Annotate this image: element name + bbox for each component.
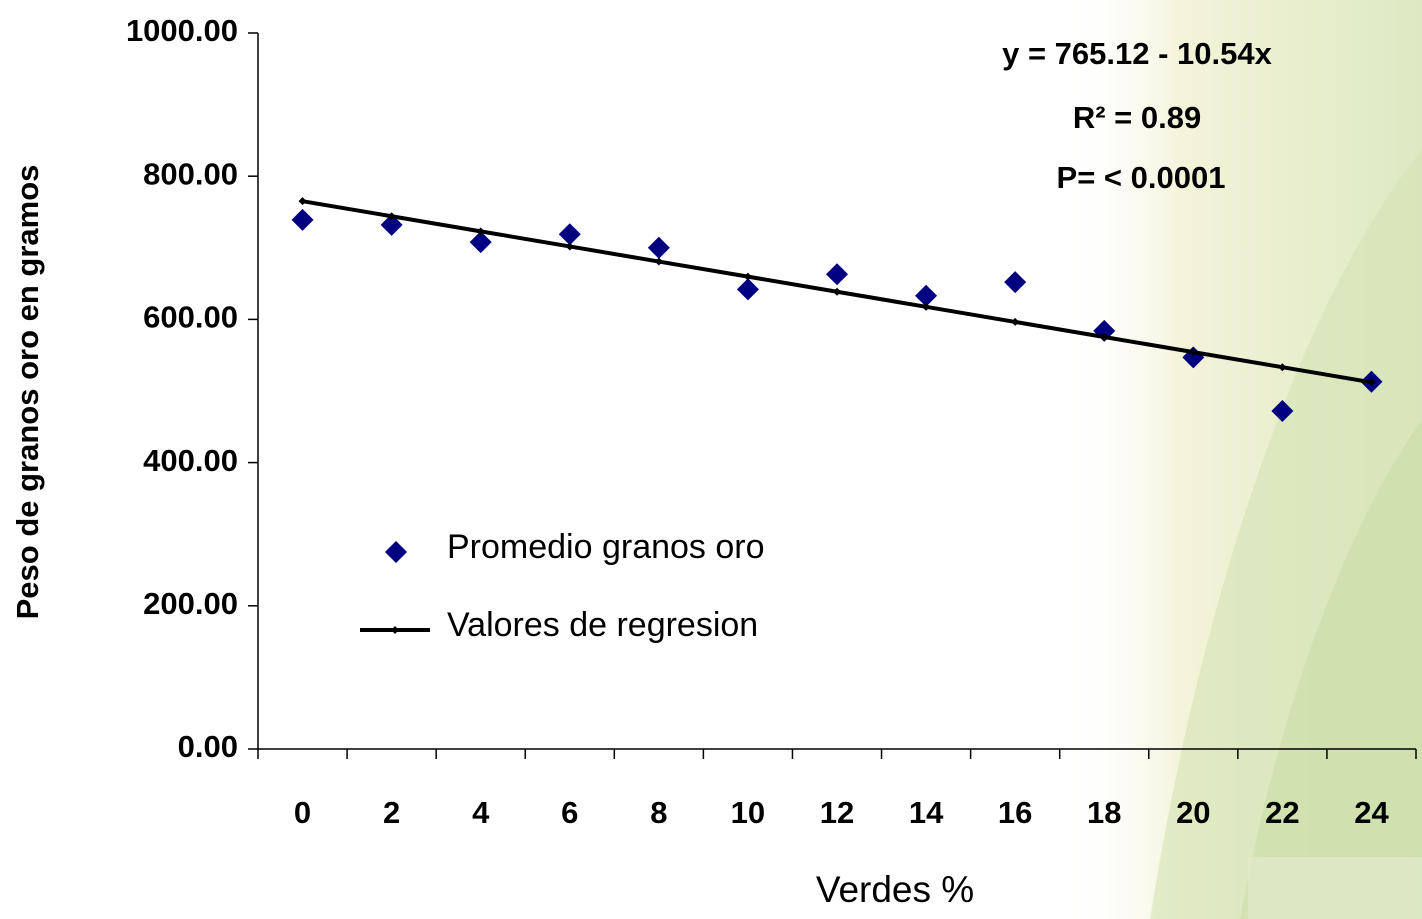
line-marker	[1278, 363, 1287, 372]
point	[1271, 400, 1294, 423]
point	[291, 208, 314, 231]
point	[1004, 271, 1027, 294]
line-marker	[476, 227, 485, 236]
y-tick-label: 200.00	[143, 586, 238, 621]
x-axis-title: Verdes %	[816, 869, 974, 910]
point	[915, 284, 938, 307]
point	[469, 231, 492, 254]
x-tick-label: 18	[1087, 795, 1121, 830]
background-decoration	[1060, 0, 1422, 919]
point	[736, 278, 759, 301]
point	[558, 223, 581, 246]
line-marker	[1100, 333, 1109, 342]
x-tick-label: 2	[383, 795, 400, 830]
x-tick-label: 4	[472, 795, 490, 830]
line-marker	[922, 302, 931, 311]
line-marker	[833, 287, 841, 296]
point	[826, 263, 848, 286]
point	[647, 236, 670, 259]
line-marker	[298, 197, 307, 206]
line-marker	[387, 212, 396, 221]
y-tick-label: 1000.00	[126, 13, 238, 48]
legend-marker	[391, 626, 399, 634]
equation: y = 765.12 - 10.54x	[1002, 36, 1273, 71]
line-marker	[1011, 317, 1020, 326]
y-axis-title: Peso de granos oro en gramos	[10, 165, 45, 620]
point	[380, 213, 403, 236]
y-tick-label: 600.00	[143, 300, 238, 335]
x-tick-label: 0	[294, 795, 311, 830]
legend-label: Valores de regresion	[447, 606, 758, 644]
line-marker	[743, 272, 752, 281]
x-tick-label: 24	[1354, 795, 1389, 830]
legend-marker	[385, 541, 407, 563]
y-tick-label: 400.00	[143, 443, 238, 478]
r-squared: R² = 0.89	[1073, 100, 1201, 135]
line-marker	[565, 242, 574, 251]
x-tick-label: 6	[561, 795, 578, 830]
legend-label: Promedio granos oro	[447, 528, 765, 566]
line-marker	[1367, 378, 1376, 387]
line-marker	[1189, 348, 1198, 357]
x-tick-label: 10	[731, 795, 765, 830]
y-tick-label: 800.00	[143, 156, 238, 191]
x-tick-label: 12	[820, 795, 854, 830]
x-tick-label: 16	[998, 795, 1032, 830]
p-value: P= < 0.0001	[1057, 160, 1226, 195]
x-tick-label: 14	[909, 795, 944, 830]
y-tick-label: 0.00	[178, 729, 238, 764]
x-tick-label: 22	[1265, 795, 1299, 830]
x-tick-label: 20	[1176, 795, 1210, 830]
x-tick-label: 8	[650, 795, 667, 830]
line-marker	[654, 257, 663, 266]
